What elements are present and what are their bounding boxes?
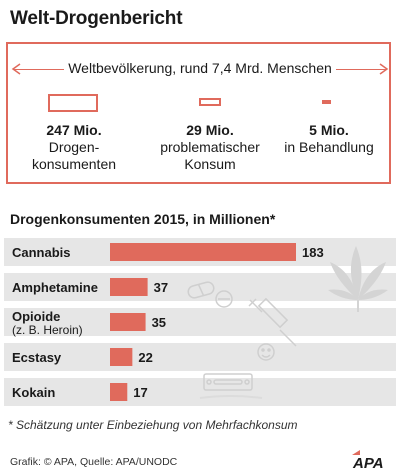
problematic-value: 29 Mio. (186, 122, 234, 138)
chart-row-bg (4, 308, 396, 336)
smiley-icon (257, 343, 275, 361)
treatment-stat: 5 Mio. in Behandlung (272, 122, 386, 156)
syringe-icon (248, 297, 297, 347)
bar (110, 243, 296, 261)
chart-title: Drogenkonsumenten 2015, in Millionen* (10, 211, 276, 227)
powder-line-icon (199, 395, 263, 399)
svg-text:APA: APA (352, 455, 384, 470)
value-label: 22 (138, 350, 152, 365)
category-note: (z. B. Heroin) (12, 323, 83, 337)
value-label: 183 (302, 245, 324, 260)
bar (110, 278, 148, 296)
pills-icon (187, 281, 233, 308)
category-label: Opioide (12, 309, 60, 324)
footnote: * Schätzung unter Einbeziehung von Mehrf… (8, 418, 298, 432)
chart-row-bg (4, 378, 396, 406)
value-label: 37 (154, 280, 168, 295)
consumers-value: 247 Mio. (46, 122, 102, 138)
bar (110, 348, 133, 366)
category-label: Ecstasy (12, 350, 62, 365)
category-label: Kokain (12, 385, 55, 400)
problematic-indicator (199, 98, 221, 106)
value-label: 17 (133, 385, 147, 400)
apa-logo: APA (352, 450, 384, 470)
value-label: 35 (152, 315, 166, 330)
illustrations (187, 246, 388, 399)
category-label: Cannabis (12, 245, 71, 260)
source-credit: Grafik: © APA, Quelle: APA/UNODC (10, 456, 178, 468)
problematic-stat: 29 Mio. problematischer Konsum (148, 122, 272, 173)
consumers-indicator (48, 94, 98, 112)
bar (110, 383, 128, 401)
treatment-text: in Behandlung (284, 139, 374, 155)
consumers-text: Drogen- konsumenten (31, 139, 117, 172)
population-box (6, 42, 391, 184)
treatment-indicator (322, 100, 331, 104)
problematic-text: problematischer Konsum (160, 139, 260, 172)
page-title: Welt-Drogenbericht (10, 8, 183, 29)
category-label: Amphetamine (12, 280, 98, 295)
razor-blade-icon (203, 373, 253, 391)
bar (110, 313, 146, 331)
cannabis-leaf-icon (328, 246, 388, 312)
chart-row-bg (4, 343, 396, 371)
treatment-value: 5 Mio. (309, 122, 349, 138)
consumers-stat: 247 Mio. Drogen- konsumenten (14, 122, 134, 173)
